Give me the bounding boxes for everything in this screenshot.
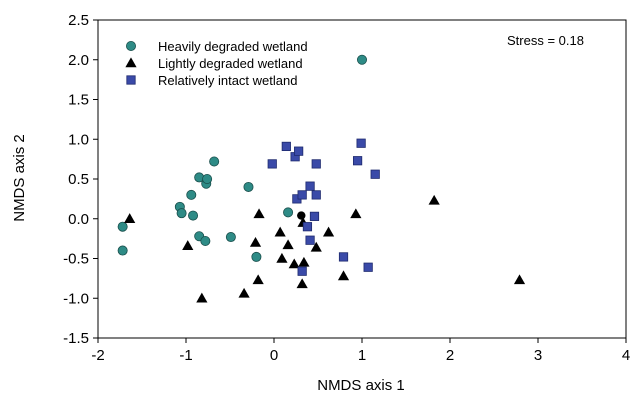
legend: Heavily degraded wetland Lightly degraded… [125,39,308,88]
intact-point [297,266,307,276]
heavily-degraded-point [202,173,213,184]
lightly-degraded-point [249,237,262,247]
x-tick-label: 4 [622,347,630,364]
intact-point [281,141,291,152]
intact-point [294,146,304,156]
x-tick-label: 2 [446,347,454,364]
lightly-degraded-point [124,213,136,223]
legend-marker [126,75,136,85]
intact-point [352,156,363,166]
intact-point [297,190,307,200]
heavily-degraded-point [356,54,367,65]
x-tick-label: 0 [270,347,278,364]
y-tick-label: 1.0 [68,131,89,148]
lightly-degraded-point [310,241,322,252]
y-tick-label: 0.5 [68,171,89,188]
lightly-degraded-point [322,226,335,237]
centroid-point [297,211,306,220]
lightly-degraded-point [288,258,300,269]
axis-ticks: -2 -1 0 1 2 3 4 -1.5 -1.0 -0.5 0.0 0.5 1.0 1.5 2.0 2.5 [63,12,630,364]
intact-point [302,222,313,232]
legend-marker [125,57,137,68]
intact-point [311,190,321,200]
y-tick-label: 2.5 [68,12,89,29]
lightly-degraded-point [276,252,288,263]
legend-marker [126,41,137,52]
legend-label: Relatively intact wetland [158,73,297,88]
intact-point [305,181,315,191]
intact-point [363,262,373,272]
legend-label: Lightly degraded wetland [158,56,303,71]
heavily-degraded-point [188,210,199,221]
lightly-degraded-point [428,194,440,205]
lightly-degraded-point [282,239,294,250]
x-tick-label: -2 [91,347,104,364]
y-tick-label: 2.0 [68,52,89,69]
lightly-degraded-point [298,256,310,267]
intact-point [267,159,277,169]
heavily-degraded-point [251,251,262,262]
x-tick-label: 1 [358,347,366,364]
intact-point [338,252,349,262]
lightly-degraded-point [296,278,308,289]
lightly-degraded-point [252,274,264,285]
lightly-degraded-point [182,240,194,250]
intact-point [305,235,315,245]
y-tick-label: -1.0 [63,290,89,307]
y-axis-title: NMDS axis 2 [11,134,28,222]
intact-point [309,211,320,221]
heavily-degraded-point [243,181,254,192]
data-points [117,54,526,303]
lightly-degraded-point [513,274,526,285]
x-tick-label: -1 [179,347,192,364]
lightly-degraded-point [253,208,265,219]
heavily-degraded-point [283,207,294,218]
heavily-degraded-point [186,189,197,200]
heavily-degraded-point [209,156,220,167]
stress-annotation: Stress = 0.18 [507,33,584,48]
heavily-degraded-point [200,236,211,247]
x-axis-title: NMDS axis 1 [317,377,405,394]
heavily-degraded-point [117,221,128,232]
y-tick-label: -1.5 [63,330,89,347]
legend-label: Heavily degraded wetland [158,39,308,54]
lightly-degraded-point [238,287,250,298]
intact-point [356,138,366,148]
y-tick-label: 0.0 [68,211,89,228]
intact-point [311,159,321,169]
lightly-degraded-point [274,226,286,237]
intact-point [370,169,380,179]
heavily-degraded-point [176,208,187,219]
lightly-degraded-point [337,270,350,281]
heavily-degraded-point [225,232,236,243]
y-tick-label: -0.5 [63,251,89,268]
lightly-degraded-point [196,292,208,303]
x-tick-label: 3 [534,347,542,364]
heavily-degraded-point [117,245,128,256]
lightly-degraded-point [350,208,362,219]
y-tick-label: 1.5 [68,92,89,109]
